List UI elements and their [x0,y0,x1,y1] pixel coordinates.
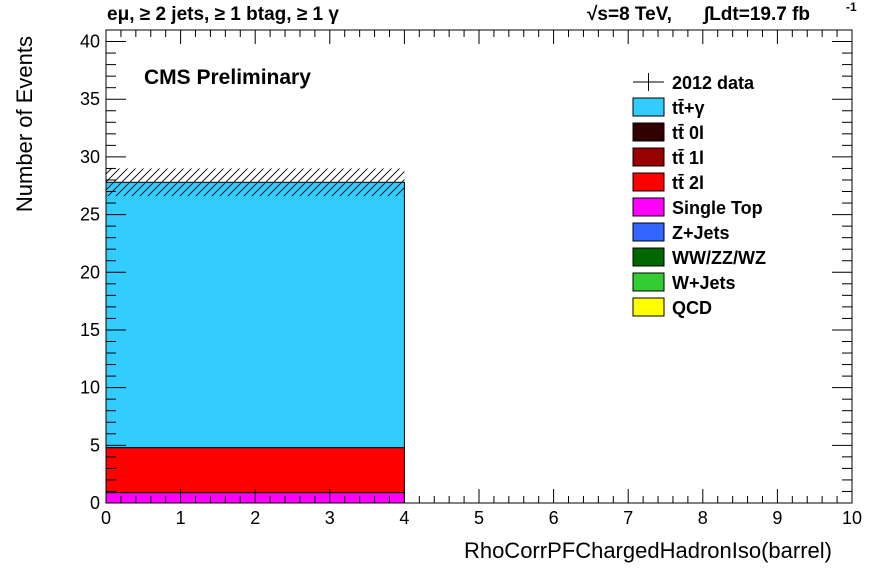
energy-label: √s=8 TeV, [587,4,672,25]
y-tick-label: 40 [80,32,100,52]
legend-entry: W+Jets [632,272,736,293]
legend-entry: QCD [632,297,712,318]
legend-swatch [632,122,665,142]
selection-label: eμ, ≥ 2 jets, ≥ 1 btag, ≥ 1 γ [107,4,339,25]
uncertainty-band [106,168,405,197]
x-tick-label: 5 [474,508,484,528]
legend-label: WW/ZZ/WZ [672,248,766,268]
legend-entry: WW/ZZ/WZ [632,247,766,268]
x-tick-label: 10 [842,508,862,528]
y-tick-label: 15 [80,320,100,340]
legend-swatch [632,97,665,117]
x-tick-label: 4 [399,508,409,528]
legend-entry: tt̄ 2l [632,172,704,193]
lumi-exponent: -1 [846,0,857,14]
legend-label: 2012 data [672,73,755,93]
x-tick-label: 9 [772,508,782,528]
x-tick-label: 6 [549,508,559,528]
x-tick-label: 8 [698,508,708,528]
y-tick-label: 10 [80,378,100,398]
chart-title: CMS Preliminary [144,66,311,89]
legend-swatch [632,297,665,317]
legend-label: W+Jets [672,273,736,293]
x-tick-label: 1 [176,508,186,528]
x-tick-label: 7 [623,508,633,528]
x-tick-label: 3 [325,508,335,528]
stacked-bars [105,181,405,504]
y-tick-label: 5 [90,435,100,455]
uncertainty-bin0 [106,168,405,197]
legend-label: Single Top [672,198,763,218]
legend-entry: tt̄ 0l [632,122,704,143]
bar-tt--bin0 [105,181,405,449]
legend-label: tt̄ 0l [672,123,704,143]
legend-swatch [632,147,665,167]
legend-entry: tt̄ 1l [632,147,704,168]
lumi-label: ∫Ldt=19.7 fb [702,4,810,25]
legend-label: QCD [672,298,712,318]
y-tick-label: 25 [80,205,100,225]
y-tick-label: 20 [80,262,100,282]
y-tick-label: 30 [80,147,100,167]
legend-swatch [632,197,665,217]
legend-label: tt̄+γ [672,98,705,118]
axes: 0 1 2 3 4 5 6 7 8 9 10 0 5 10 15 20 25 30 35 40 [80,29,862,528]
legend-swatch [632,247,665,267]
x-tick-label: 2 [250,508,260,528]
legend-label: tt̄ 2l [672,173,704,193]
legend-entry: tt̄+γ [632,97,705,118]
legend-entry: Single Top [632,197,763,218]
x-axis-label: RhoCorrPFChargedHadronIso(barrel) [464,538,832,563]
legend-swatch [632,172,665,192]
y-axis-label: Number of Events [12,36,37,212]
y-tick-label: 35 [80,89,100,109]
y-tick-label: 0 [90,493,100,513]
legend-entry: Z+Jets [632,222,730,243]
legend-swatch [632,222,665,242]
legend-label: tt̄ 1l [672,148,704,168]
legend-swatch [632,272,665,292]
legend-entry: 2012 data [633,73,755,93]
legend-label: Z+Jets [672,223,730,243]
legend: 2012 data tt̄+γ tt̄ 0l tt̄ 1l tt̄ 2l Single T… [632,73,766,318]
x-tick-label: 0 [101,508,111,528]
bar-tt-2l-bin0 [105,447,405,494]
